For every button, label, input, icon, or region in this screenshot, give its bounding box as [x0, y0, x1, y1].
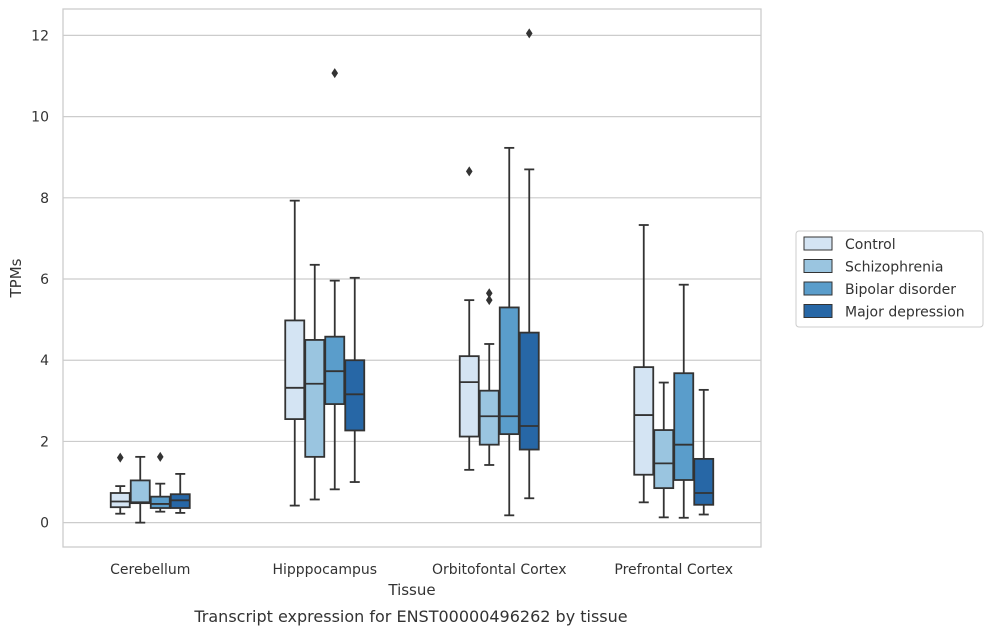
- box-0-0: [109, 452, 131, 515]
- box: [149, 495, 171, 509]
- outlier-point: [116, 452, 124, 463]
- outlier-point: [465, 166, 473, 177]
- x-tick-label: Hipppocampus: [272, 562, 377, 578]
- legend-label: Schizophrenia: [845, 260, 943, 276]
- box: [498, 306, 520, 436]
- boxes: [109, 28, 715, 524]
- legend-swatch: [803, 236, 833, 251]
- box-2-3: [518, 28, 540, 500]
- outlier-point: [156, 451, 164, 462]
- box: [693, 457, 715, 506]
- box-3-2: [673, 283, 695, 519]
- box: [673, 372, 695, 481]
- box-1-0: [284, 199, 306, 507]
- y-axis: 0 2 4 6 8 10 12: [31, 28, 49, 531]
- box-0-1: [129, 455, 151, 524]
- box: [109, 492, 131, 509]
- legend: Control Schizophrenia Bipolar disorder Majo…: [795, 230, 984, 328]
- box-2-2: [498, 146, 520, 517]
- gridlines: [63, 34, 761, 524]
- box-1-2: [324, 68, 346, 491]
- box: [478, 389, 500, 446]
- box: [304, 339, 326, 458]
- box: [458, 355, 480, 438]
- legend-label: Control: [845, 237, 896, 253]
- box-3-0: [633, 224, 655, 504]
- box: [129, 479, 151, 505]
- outlier-point: [331, 68, 339, 79]
- box: [344, 359, 366, 432]
- box-0-3: [169, 473, 191, 514]
- box-2-1: [478, 288, 500, 466]
- box: [653, 429, 675, 490]
- box-3-3: [693, 388, 715, 516]
- x-tick-label: Prefrontal Cortex: [614, 562, 733, 578]
- y-tick-label: 10: [31, 110, 49, 126]
- box-2-0: [458, 166, 480, 471]
- legend-swatch: [803, 281, 833, 296]
- legend-swatch: [803, 304, 833, 318]
- y-tick-label: 8: [40, 191, 49, 207]
- outlier-point: [485, 295, 493, 306]
- box-1-3: [344, 276, 366, 483]
- legend-label: Major depression: [845, 305, 965, 321]
- x-axis-label: Tissue: [387, 581, 435, 599]
- box-3-1: [653, 381, 675, 519]
- legend-label: Bipolar disorder: [845, 282, 956, 298]
- y-tick-label: 2: [40, 434, 49, 450]
- y-axis-label: TPMs: [7, 258, 25, 298]
- box: [518, 331, 540, 451]
- y-tick-label: 6: [40, 272, 49, 288]
- plot-frame: [62, 8, 762, 548]
- y-tick-label: 12: [31, 28, 49, 44]
- box: [633, 366, 655, 476]
- x-tick-label: Cerebellum: [110, 562, 190, 578]
- legend-swatch: [803, 259, 833, 273]
- box: [284, 319, 306, 420]
- x-tick-label: Orbitofontal Cortex: [432, 562, 567, 578]
- legend-frame: [795, 230, 984, 328]
- y-tick-label: 0: [40, 516, 49, 532]
- box-0-2: [149, 451, 171, 513]
- x-axis: Cerebellum Hipppocampus Orbitofontal Corte…: [110, 562, 733, 578]
- chart-caption: Transcript expression for ENST0000049626…: [193, 607, 627, 626]
- y-tick-label: 4: [40, 353, 49, 369]
- box-1-1: [304, 263, 326, 501]
- outlier-point: [485, 288, 493, 299]
- outlier-point: [525, 28, 533, 39]
